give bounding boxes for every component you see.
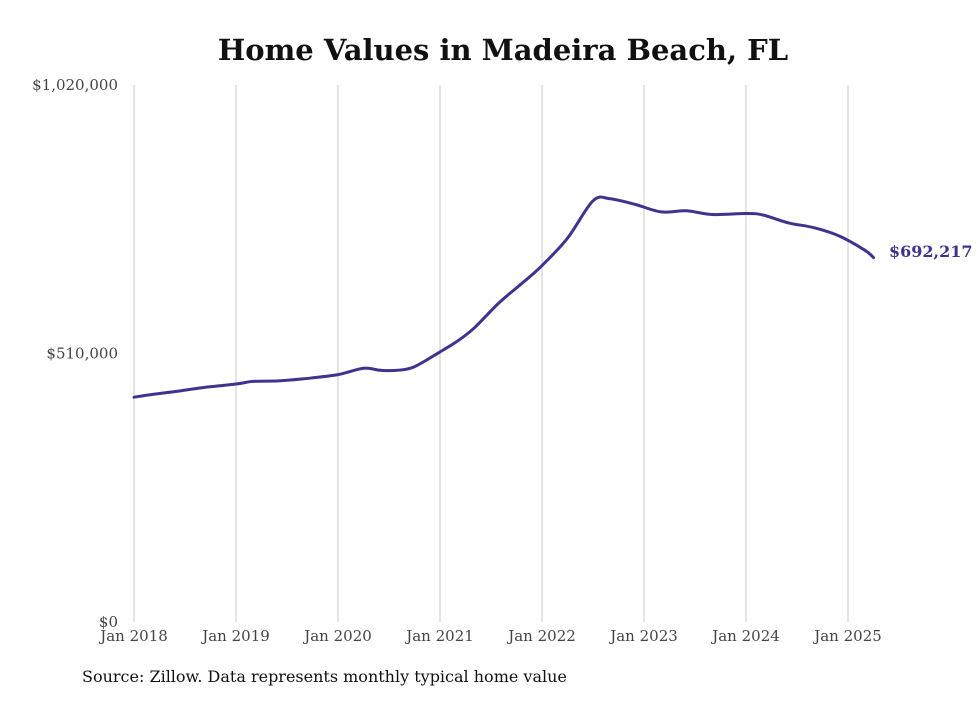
- x-tick-label: Jan 2025: [812, 627, 882, 645]
- x-tick-label: Jan 2018: [98, 627, 168, 645]
- x-tick-label: Jan 2019: [200, 627, 270, 645]
- y-axis-ticks: $0 $510,000 $1,020,000: [32, 76, 118, 631]
- x-axis-ticks: Jan 2018 Jan 2019 Jan 2020 Jan 2021 Jan 2022…: [98, 627, 882, 645]
- x-tick-label: Jan 2022: [506, 627, 576, 645]
- source-note: Source: Zillow. Data represents monthly …: [82, 667, 567, 686]
- series-line-home-value: [132, 195, 875, 399]
- y-tick-label: $510,000: [46, 345, 118, 363]
- chart-title: Home Values in Madeira Beach, FL: [218, 33, 788, 67]
- x-tick-label: Jan 2024: [710, 627, 780, 645]
- series-layer: [132, 195, 875, 399]
- y-tick-label: $0: [99, 613, 118, 631]
- end-value-label: $692,217: [889, 242, 973, 261]
- x-tick-label: Jan 2021: [404, 627, 474, 645]
- x-tick-label: Jan 2023: [608, 627, 678, 645]
- grid-lines: [133, 85, 849, 622]
- y-tick-label: $1,020,000: [32, 76, 118, 94]
- x-tick-label: Jan 2020: [302, 627, 372, 645]
